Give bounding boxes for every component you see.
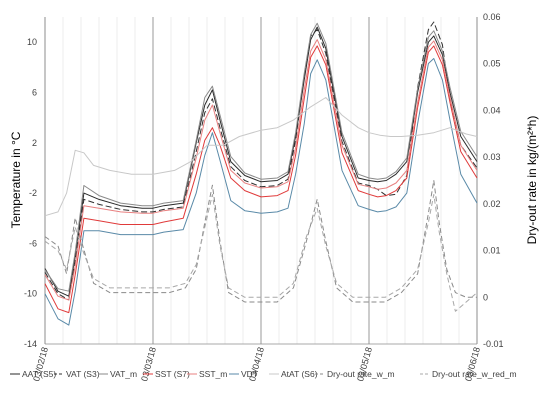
y-tick-label: -14: [24, 339, 37, 349]
series-line-6: [44, 58, 478, 326]
series-line-9: [44, 194, 478, 312]
y2-tick-label: 0.03: [483, 152, 501, 162]
legend-label: VAT (S3): [66, 369, 100, 379]
y2-tick-label: -0.01: [483, 339, 504, 349]
right-axis-tick-labels: -0.01 0 0.01 0.02 0.03 0.04 0.05 0.06: [483, 12, 504, 349]
series-line-1: [44, 26, 478, 297]
legend-label: VDT: [241, 369, 258, 379]
vertical-gridlines: [44, 17, 478, 344]
series-line-7: [44, 97, 478, 217]
legend: AAT (S5) VAT (S3) VAT_m SST (S7) SST_m VDT AtA…: [10, 369, 517, 379]
series-line-4: [44, 45, 478, 314]
legend-label: Dry-out rate_w_red_m: [432, 369, 517, 379]
series-line-2: [44, 21, 478, 301]
legend-label: SST_m: [199, 369, 227, 379]
y2-tick-label: 0.05: [483, 59, 501, 69]
legend-label: AAT (S5): [22, 369, 56, 379]
series-line-8: [44, 180, 477, 303]
y-axis-title: Temperature in °C: [9, 131, 23, 228]
y2-tick-label: 0.01: [483, 246, 501, 256]
series-line-3: [44, 22, 478, 292]
y2-tick-label: 0.02: [483, 199, 501, 209]
y2-tick-label: 0.04: [483, 105, 501, 115]
legend-label: VAT_m: [110, 369, 137, 379]
left-axis-tick-labels: -14 -10 -6 -2 2 6 10: [24, 37, 37, 349]
series-lines: [44, 21, 478, 326]
y-tick-label: -2: [29, 188, 37, 198]
y2-tick-label: 0: [483, 292, 488, 302]
y-tick-label: -10: [24, 289, 37, 299]
y2-tick-label: 0.06: [483, 12, 501, 22]
legend-label: Dry-out rate_w_m: [327, 369, 395, 379]
series-line-5: [44, 39, 478, 301]
y-tick-label: -6: [29, 238, 37, 248]
legend-label: SST (S7): [155, 369, 190, 379]
legend-label: AtAT (S6): [281, 369, 318, 379]
y-tick-label: 6: [32, 87, 37, 97]
y2-axis-title: Dry-out rate in kg/(m²*h): [525, 116, 539, 245]
y-tick-label: 2: [32, 138, 37, 148]
plot-axes: [44, 17, 478, 345]
y-tick-label: 10: [27, 37, 37, 47]
